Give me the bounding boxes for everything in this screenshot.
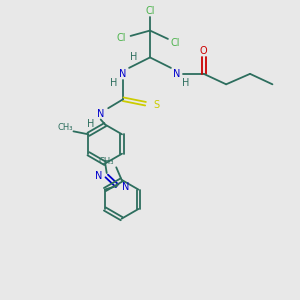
Text: N: N [119, 69, 127, 79]
Text: N: N [122, 182, 129, 192]
Text: H: H [110, 78, 117, 88]
Text: H: H [182, 78, 190, 88]
Text: S: S [153, 100, 159, 110]
Text: CH₃: CH₃ [57, 123, 73, 132]
Text: Cl: Cl [145, 6, 155, 16]
Text: Cl: Cl [117, 33, 126, 43]
Text: H: H [88, 119, 95, 129]
Text: N: N [97, 109, 104, 119]
Text: CH₃: CH₃ [99, 158, 115, 166]
Text: Cl: Cl [171, 38, 180, 47]
Text: O: O [200, 46, 208, 56]
Text: N: N [95, 171, 102, 181]
Text: H: H [130, 52, 137, 62]
Text: N: N [173, 69, 181, 79]
